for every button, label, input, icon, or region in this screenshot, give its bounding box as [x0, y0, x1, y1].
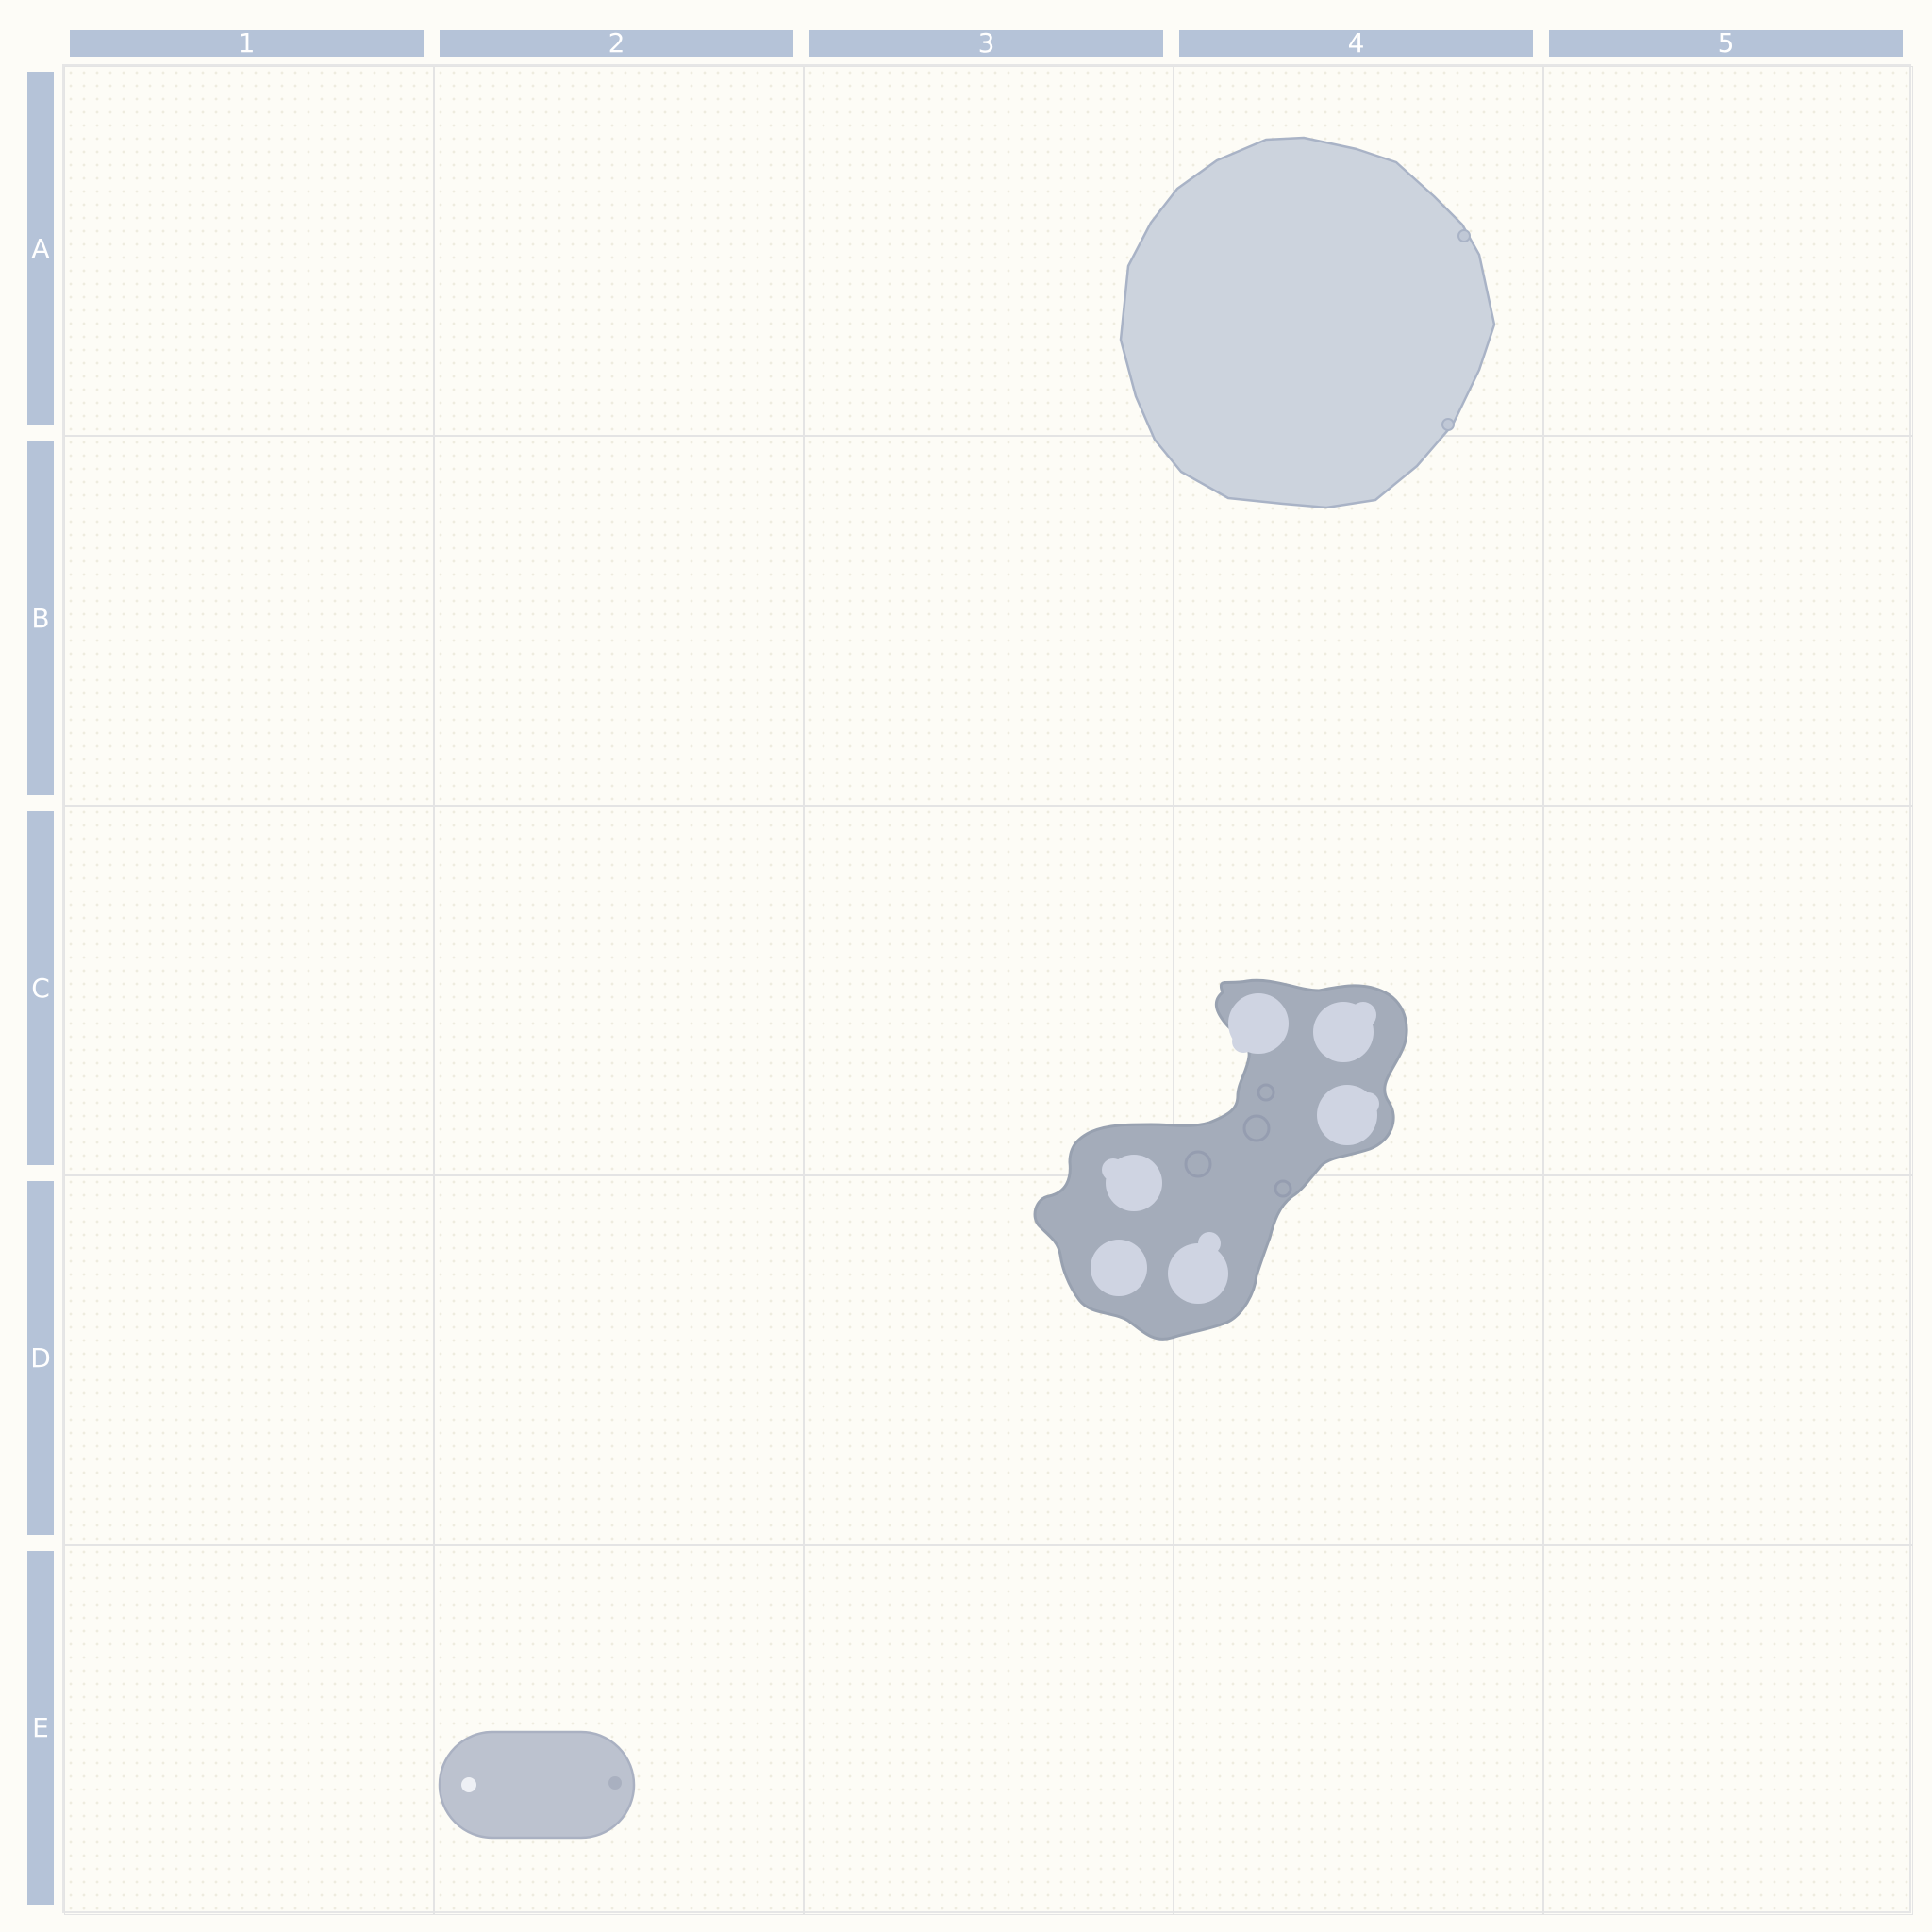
blob-spot — [1232, 1030, 1255, 1053]
capsule-spot-left — [461, 1777, 476, 1792]
column-header-2: 2 — [440, 30, 793, 57]
row-header-d: D — [27, 1181, 54, 1535]
large-gray-polygon-piece[interactable] — [1119, 136, 1496, 509]
blob-spot — [1102, 1158, 1124, 1181]
column-header-1: 1 — [70, 30, 424, 57]
cell-d2[interactable] — [434, 1175, 804, 1545]
cell-b5[interactable] — [1543, 436, 1913, 806]
cell-e1[interactable] — [64, 1545, 434, 1915]
cell-c5[interactable] — [1543, 806, 1913, 1175]
cell-d3[interactable] — [804, 1175, 1174, 1545]
blob-ring — [1242, 1114, 1271, 1142]
column-header-5: 5 — [1549, 30, 1903, 57]
cell-e3[interactable] — [804, 1545, 1174, 1915]
cell-c3[interactable] — [804, 806, 1174, 1175]
dark-gray-blob-piece[interactable] — [1033, 978, 1408, 1341]
column-header-3: 3 — [809, 30, 1163, 57]
cell-d5[interactable] — [1543, 1175, 1913, 1545]
blob-spot — [1198, 1232, 1221, 1255]
blob-spot — [1350, 1002, 1376, 1028]
large-gray-polygon — [1119, 136, 1496, 509]
row-header-b: B — [27, 441, 54, 795]
cell-e2[interactable] — [434, 1545, 804, 1915]
cell-c2[interactable] — [434, 806, 804, 1175]
cell-d4[interactable] — [1174, 1175, 1543, 1545]
blob-spot — [1168, 1243, 1228, 1304]
cell-d1[interactable] — [64, 1175, 434, 1545]
cell-c1[interactable] — [64, 806, 434, 1175]
blob-ring — [1274, 1179, 1292, 1198]
cell-b2[interactable] — [434, 436, 804, 806]
cell-a1[interactable] — [64, 66, 434, 436]
small-gray-capsule — [438, 1730, 636, 1840]
row-header-c: C — [27, 811, 54, 1165]
cell-e4[interactable] — [1174, 1545, 1543, 1915]
polygon-notch-bottom — [1441, 418, 1455, 431]
cell-a5[interactable] — [1543, 66, 1913, 436]
blob-ring — [1257, 1083, 1275, 1102]
blob-spot — [1357, 1092, 1379, 1115]
cell-b1[interactable] — [64, 436, 434, 806]
row-header-e: E — [27, 1551, 54, 1905]
capsule-spot-right — [608, 1776, 622, 1790]
small-gray-capsule-piece[interactable] — [438, 1730, 636, 1840]
blob-ring — [1184, 1150, 1212, 1178]
polygon-notch-top — [1457, 229, 1471, 242]
cell-c4[interactable] — [1174, 806, 1543, 1175]
row-header-a: A — [27, 72, 54, 425]
column-header-4: 4 — [1179, 30, 1533, 57]
blob-spot — [1091, 1240, 1147, 1296]
cell-e5[interactable] — [1543, 1545, 1913, 1915]
cell-a2[interactable] — [434, 66, 804, 436]
cell-b3[interactable] — [804, 436, 1174, 806]
board-grid — [62, 64, 1913, 1915]
